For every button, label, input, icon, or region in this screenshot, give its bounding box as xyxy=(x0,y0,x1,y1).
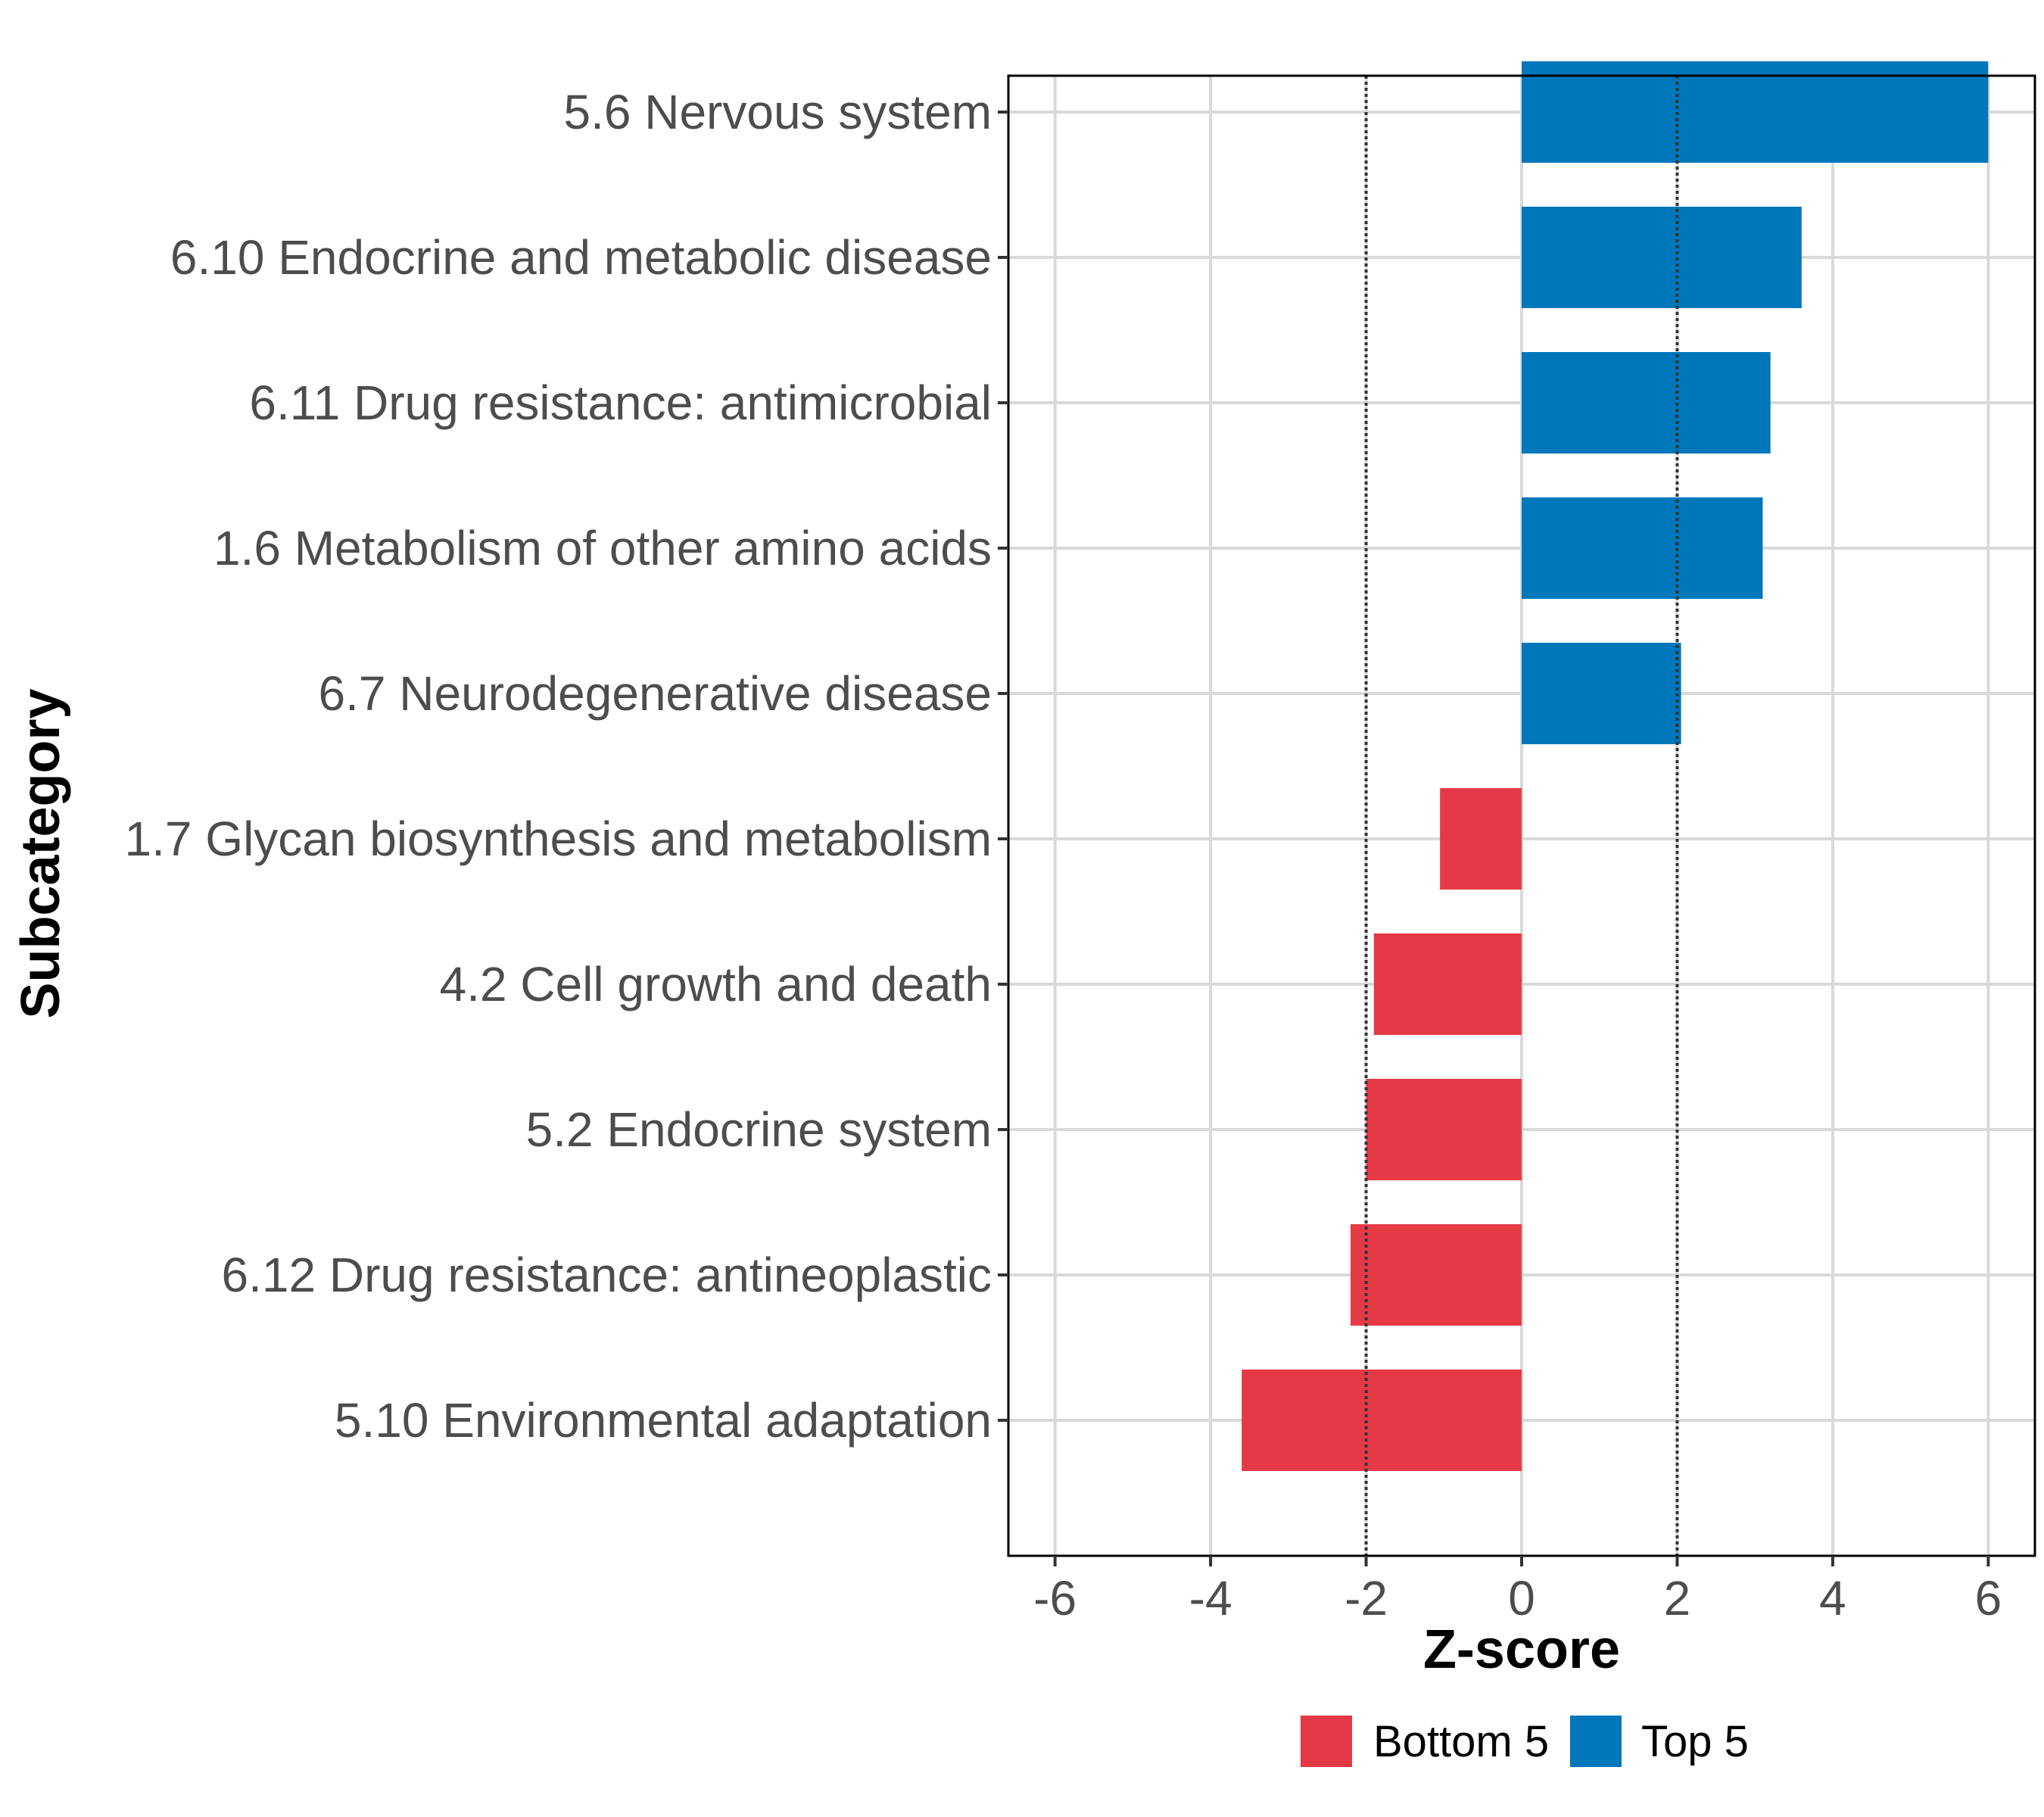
reference-lines xyxy=(1364,76,1679,1556)
bar xyxy=(1522,497,1763,599)
category-label: 5.6 Nervous system xyxy=(563,85,992,139)
y-axis-title: Subcategory xyxy=(11,688,71,1018)
x-tick-label: 6 xyxy=(1975,1571,2002,1625)
bar xyxy=(1242,1370,1522,1471)
x-tick-label: 0 xyxy=(1508,1571,1535,1625)
legend-swatch xyxy=(1570,1716,1622,1767)
category-label: 6.7 Neurodegenerative disease xyxy=(319,666,992,721)
category-label: 4.2 Cell growth and death xyxy=(440,957,992,1011)
category-label: 5.2 Endocrine system xyxy=(526,1102,992,1157)
bars xyxy=(1242,61,1989,1471)
x-tick-label: -4 xyxy=(1189,1571,1232,1625)
x-tick-label: -6 xyxy=(1033,1571,1077,1625)
legend-swatch xyxy=(1301,1716,1352,1767)
category-label: 1.6 Metabolism of other amino acids xyxy=(213,521,992,575)
bar xyxy=(1351,1224,1522,1326)
category-label: 1.7 Glycan biosynthesis and metabolism xyxy=(125,812,992,866)
legend-label: Bottom 5 xyxy=(1373,1717,1549,1766)
legend-label: Top 5 xyxy=(1641,1717,1749,1766)
y-axis: 5.6 Nervous system 6.10 Endocrine and met… xyxy=(125,85,1008,1448)
category-label: 5.10 Environmental adaptation xyxy=(335,1393,992,1448)
x-tick-label: -2 xyxy=(1344,1571,1388,1625)
x-axis: -6 -4 -2 0 2 4 6 xyxy=(1033,1556,2002,1625)
bar xyxy=(1522,61,1989,163)
x-tick-label: 4 xyxy=(1819,1571,1846,1625)
bar xyxy=(1366,1079,1522,1180)
bar xyxy=(1522,352,1771,453)
bar xyxy=(1440,788,1522,890)
category-label: 6.12 Drug resistance: antineoplastic xyxy=(222,1248,992,1302)
bar xyxy=(1522,207,1802,308)
x-tick-label: 2 xyxy=(1664,1571,1691,1625)
legend: Bottom 5 Top 5 xyxy=(1301,1716,1749,1767)
category-label: 6.11 Drug resistance: antimicrobial xyxy=(249,376,992,430)
category-label: 6.10 Endocrine and metabolic disease xyxy=(170,230,992,285)
x-axis-title: Z-score xyxy=(1423,1619,1620,1680)
bar xyxy=(1373,933,1522,1035)
bar xyxy=(1522,643,1681,744)
